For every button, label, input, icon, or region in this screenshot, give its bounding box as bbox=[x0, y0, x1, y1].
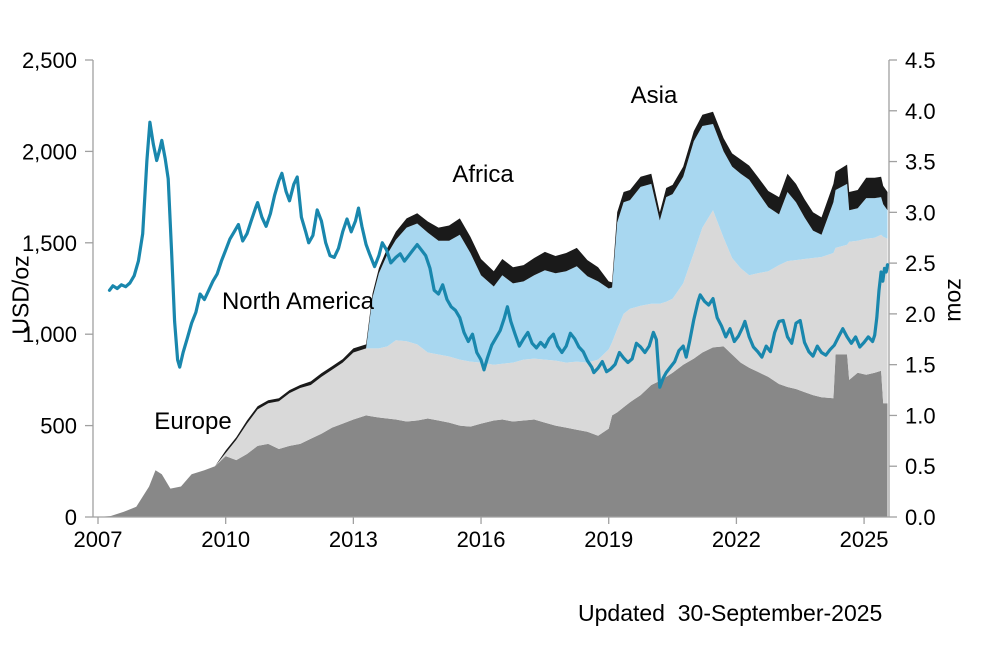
x-axis-tick-label: 2013 bbox=[329, 527, 378, 552]
price-line bbox=[107, 120, 890, 389]
left-axis-title: USD/oz bbox=[7, 255, 34, 335]
right-axis-tick-label: 4.0 bbox=[905, 99, 936, 124]
left-axis-tick-label: 2,000 bbox=[22, 139, 77, 164]
right-axis-title: moz bbox=[939, 278, 966, 322]
stack-area-north-america bbox=[98, 210, 888, 518]
axes bbox=[85, 59, 897, 524]
stack-area-africa bbox=[98, 124, 888, 517]
region-label-asia: Asia bbox=[630, 82, 678, 109]
left-axis-tick-label: 0 bbox=[65, 505, 77, 530]
stack-areas bbox=[98, 111, 888, 518]
left-axis-tick-label: 1,000 bbox=[22, 322, 77, 347]
stack-area-europe bbox=[98, 346, 888, 517]
x-axis-tick-label: 2022 bbox=[712, 527, 761, 552]
axis-tick-labels: 0 500 1,000 1,500 2,000 2,500 0.0 0.5 1.0 1.5 2.0 2… bbox=[22, 48, 936, 552]
x-axis-tick-label: 2007 bbox=[74, 527, 123, 552]
region-label-africa: Africa bbox=[452, 161, 514, 188]
right-axis-tick-label: 0.0 bbox=[905, 505, 936, 530]
x-axis-tick-label: 2010 bbox=[201, 527, 250, 552]
x-axis-tick-label: 2019 bbox=[584, 527, 633, 552]
region-label-europe: Europe bbox=[154, 408, 232, 435]
left-axis-tick-label: 2,500 bbox=[22, 48, 77, 73]
right-axis-tick-label: 3.0 bbox=[905, 200, 936, 225]
x-axis-tick-label: 2016 bbox=[457, 527, 506, 552]
updated-label: Updated 30-September-2025 bbox=[578, 600, 883, 626]
right-axis-tick-label: 1.5 bbox=[905, 353, 936, 378]
right-axis-tick-label: 1.0 bbox=[905, 403, 936, 428]
x-axis-tick-label: 2025 bbox=[840, 527, 889, 552]
region-label-north-america: North America bbox=[221, 288, 375, 315]
left-axis-tick-label: 500 bbox=[40, 414, 77, 439]
right-axis-tick-label: 3.5 bbox=[905, 150, 936, 175]
left-axis-tick-label: 1,500 bbox=[22, 231, 77, 256]
right-axis-tick-label: 2.0 bbox=[905, 302, 936, 327]
right-axis-tick-label: 4.5 bbox=[905, 48, 936, 73]
right-axis-tick-label: 0.5 bbox=[905, 454, 936, 479]
right-axis-tick-label: 2.5 bbox=[905, 251, 936, 276]
